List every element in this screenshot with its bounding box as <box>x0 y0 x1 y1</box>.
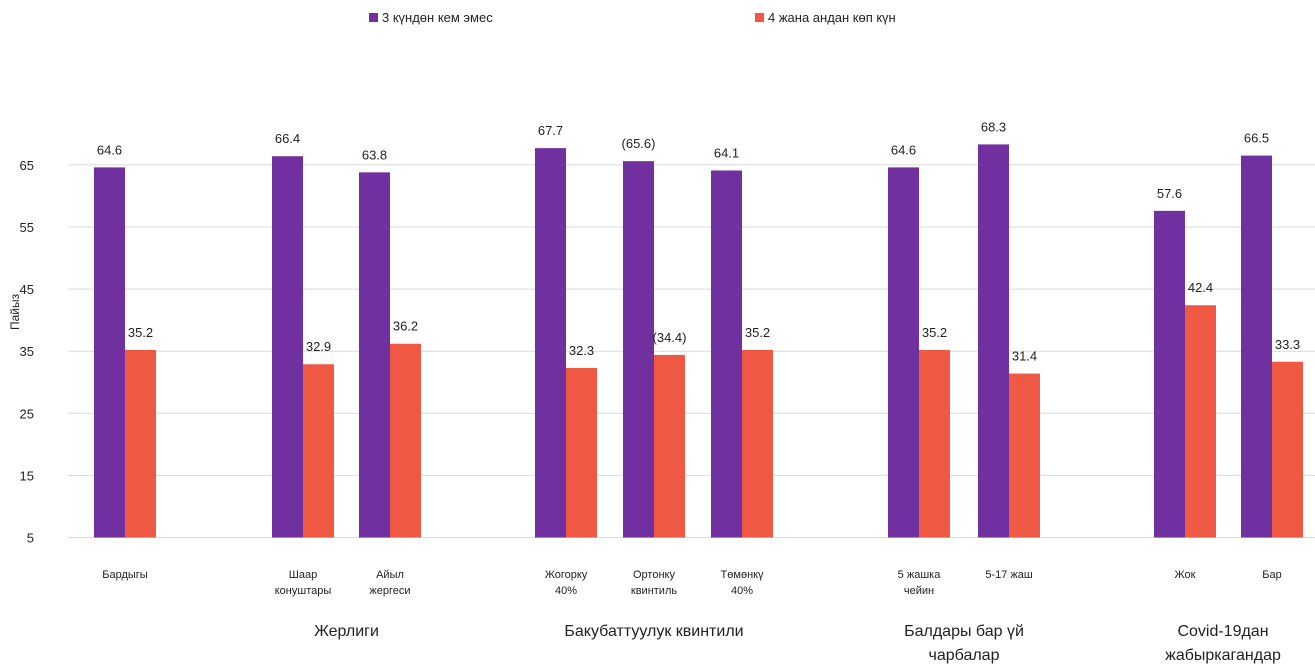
data-label-series-2-cat-7: 35.2 <box>922 325 947 340</box>
bar-series-2-cat-4 <box>566 367 597 538</box>
data-label-series-1-cat-10: 66.5 <box>1244 131 1269 146</box>
bar-series-2-cat-1 <box>125 349 156 538</box>
y-tick-label-25: 25 <box>20 406 34 421</box>
x-tick-label-cat-4-line-1: Жогорку <box>545 569 588 581</box>
data-label-series-1-cat-4: 67.7 <box>538 123 563 138</box>
x-tick-label-cat-8-line-1: 5-17 жаш <box>985 569 1033 581</box>
legend-swatch-series-2 <box>755 13 764 22</box>
bar-series-2-cat-8 <box>1009 373 1040 538</box>
x-tick-label-cat-7-line-2: чейин <box>904 585 934 597</box>
bar-series-1-cat-7 <box>888 167 919 538</box>
data-label-series-1-cat-2: 66.4 <box>275 131 300 146</box>
group-label-4-line-1: Covid-19дан <box>1177 623 1268 640</box>
bar-series-1-cat-1 <box>94 167 125 538</box>
data-label-series-2-cat-5: (34.4) <box>653 330 687 345</box>
y-tick-label-15: 15 <box>20 468 34 483</box>
bar-series-2-cat-3 <box>390 343 421 538</box>
y-tick-label-65: 65 <box>20 158 34 173</box>
bar-series-1-cat-2 <box>272 156 303 538</box>
y-tick-label-35: 35 <box>20 344 34 359</box>
data-label-series-2-cat-8: 31.4 <box>1012 349 1037 364</box>
bar-series-2-cat-9 <box>1185 305 1216 538</box>
x-tick-label-cat-7-line-1: 5 жашка <box>898 569 942 581</box>
data-label-series-1-cat-1: 64.6 <box>97 142 122 157</box>
x-tick-label-cat-1-line-1: Бардыгы <box>102 569 148 581</box>
legend-label-series-2: 4 жана андан көп күн <box>768 10 896 25</box>
bar-series-1-cat-6 <box>711 170 742 538</box>
x-tick-label-cat-6-line-1: Төмөнкү <box>721 569 764 581</box>
legend-item-series-2: 4 жана андан көп күн <box>755 10 896 25</box>
bar-series-2-cat-10 <box>1272 361 1303 538</box>
data-label-series-2-cat-6: 35.2 <box>745 325 770 340</box>
bar-series-2-cat-5 <box>654 354 685 538</box>
bar-series-2-cat-7 <box>919 349 950 538</box>
bar-series-1-cat-10 <box>1241 155 1272 538</box>
bar-series-2-cat-2 <box>303 364 334 538</box>
group-label-3-line-2: чарбалар <box>929 647 1000 664</box>
legend: 3 күндөн кем эмес 4 жана андан көп күн <box>0 10 1315 30</box>
group-label-3-line-1: Балдары бар үй <box>904 623 1024 640</box>
y-tick-label-5: 5 <box>27 531 34 546</box>
data-label-series-1-cat-3: 63.8 <box>362 147 387 162</box>
x-tick-label-cat-3-line-2: жергеси <box>369 585 410 597</box>
group-label-4-line-2: жабыркагандар <box>1165 647 1281 664</box>
x-tick-label-cat-9-line-1: Жок <box>1175 569 1196 581</box>
data-label-series-1-cat-6: 64.1 <box>714 145 739 160</box>
x-tick-label-cat-6-line-2: 40% <box>731 585 753 597</box>
bar-series-1-cat-4 <box>535 148 566 538</box>
data-label-series-1-cat-9: 57.6 <box>1157 186 1182 201</box>
group-label-1-line-1: Жерлиги <box>314 623 379 640</box>
data-label-series-2-cat-2: 32.9 <box>306 339 331 354</box>
y-tick-label-55: 55 <box>20 220 34 235</box>
legend-item-series-1: 3 күндөн кем эмес <box>369 10 493 25</box>
x-tick-label-cat-3-line-1: Айыл <box>376 569 404 581</box>
bar-series-1-cat-8 <box>978 144 1009 538</box>
bar-series-2-cat-6 <box>742 349 773 538</box>
x-tick-label-cat-5-line-1: Ортонку <box>633 569 675 581</box>
data-label-series-1-cat-5: (65.6) <box>622 136 656 151</box>
x-tick-label-cat-2-line-2: конуштары <box>275 585 332 597</box>
x-tick-label-cat-5-line-2: квинтиль <box>631 585 677 597</box>
data-label-series-1-cat-8: 68.3 <box>981 119 1006 134</box>
legend-label-series-1: 3 күндөн кем эмес <box>382 10 493 25</box>
group-label-2-line-1: Бакубаттуулук квинтили <box>564 623 743 640</box>
data-label-series-2-cat-9: 42.4 <box>1188 280 1213 295</box>
data-label-series-2-cat-3: 36.2 <box>393 319 418 334</box>
data-label-series-2-cat-10: 33.3 <box>1275 337 1300 352</box>
data-label-series-2-cat-1: 35.2 <box>128 325 153 340</box>
x-tick-label-cat-4-line-2: 40% <box>555 585 577 597</box>
data-label-series-2-cat-4: 32.3 <box>569 343 594 358</box>
bar-series-1-cat-3 <box>359 172 390 538</box>
bar-series-1-cat-9 <box>1154 210 1185 538</box>
y-tick-label-45: 45 <box>20 282 34 297</box>
legend-swatch-series-1 <box>369 13 378 22</box>
x-tick-label-cat-10-line-1: Бар <box>1262 569 1281 581</box>
x-tick-label-cat-2-line-1: Шаар <box>289 569 317 581</box>
data-label-series-1-cat-7: 64.6 <box>891 142 916 157</box>
bar-series-1-cat-5 <box>623 161 654 538</box>
